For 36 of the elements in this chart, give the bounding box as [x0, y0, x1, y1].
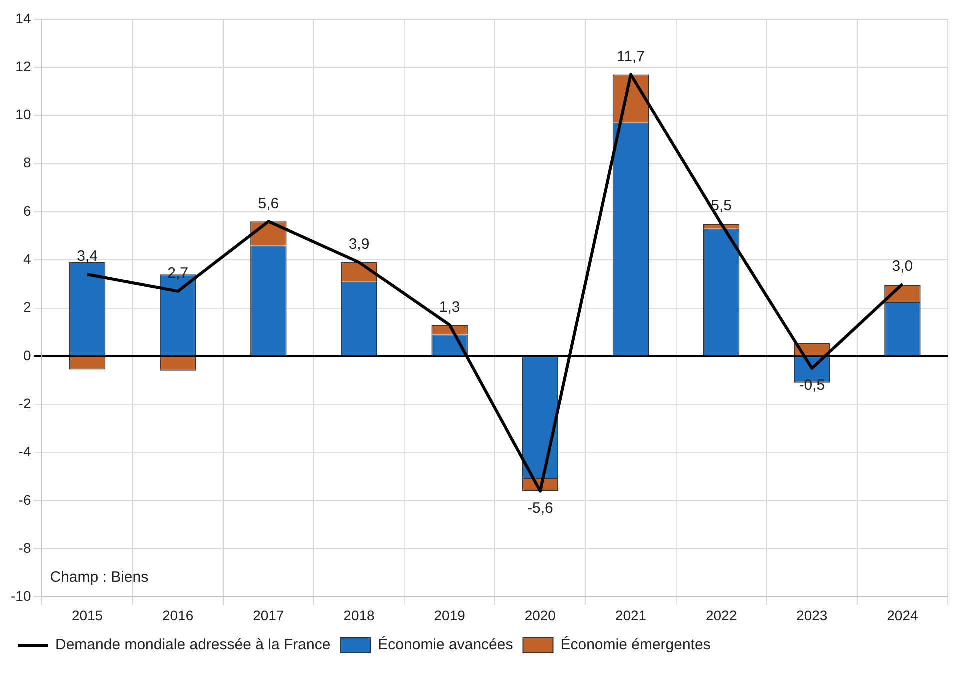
y-tick-label: 14 [16, 10, 32, 26]
data-label: -5,6 [527, 500, 554, 517]
legend-label: Demande mondiale adressée à la France [56, 636, 331, 654]
x-tick-label: 2023 [796, 607, 828, 624]
x-tick-label: 2015 [72, 607, 104, 624]
x-tick-label: 2018 [344, 607, 376, 624]
data-label: 5,5 [711, 198, 732, 215]
x-tick-label: 2021 [615, 607, 647, 624]
annotation: Champ : Biens [50, 568, 149, 586]
y-tick-label: -8 [18, 540, 32, 556]
legend-label: Économie avancées [378, 636, 514, 654]
data-label: 11,7 [616, 48, 646, 66]
y-tick-label: 10 [16, 106, 32, 123]
data-label: 3,4 [77, 248, 98, 266]
x-tick-label: 2019 [434, 607, 466, 624]
x-tick-label: 2020 [524, 607, 556, 624]
data-label: 1,3 [439, 298, 460, 316]
legend-label: Économie émergentes [560, 636, 711, 654]
y-tick-label: 2 [23, 299, 32, 316]
x-tick-label: 2016 [162, 607, 194, 624]
data-label: -0,5 [799, 377, 826, 394]
data-label: 3,9 [348, 236, 370, 254]
x-tick-label: 2022 [706, 607, 738, 624]
y-tick-label: 8 [23, 154, 32, 171]
data-label: 5,6 [258, 195, 280, 212]
y-tick-label: -6 [18, 492, 32, 508]
y-tick-label: -4 [18, 444, 32, 460]
y-tick-label: 0 [23, 347, 32, 364]
x-tick-label: 2024 [887, 607, 918, 624]
y-tick-label: -2 [18, 395, 32, 412]
y-tick-label: 6 [23, 202, 32, 219]
x-tick-label: 2017 [253, 607, 284, 624]
y-tick-label: -10 [11, 588, 32, 604]
data-label: 3,0 [892, 258, 914, 275]
y-tick-label: 12 [16, 58, 32, 74]
y-tick-label: 4 [23, 251, 32, 268]
